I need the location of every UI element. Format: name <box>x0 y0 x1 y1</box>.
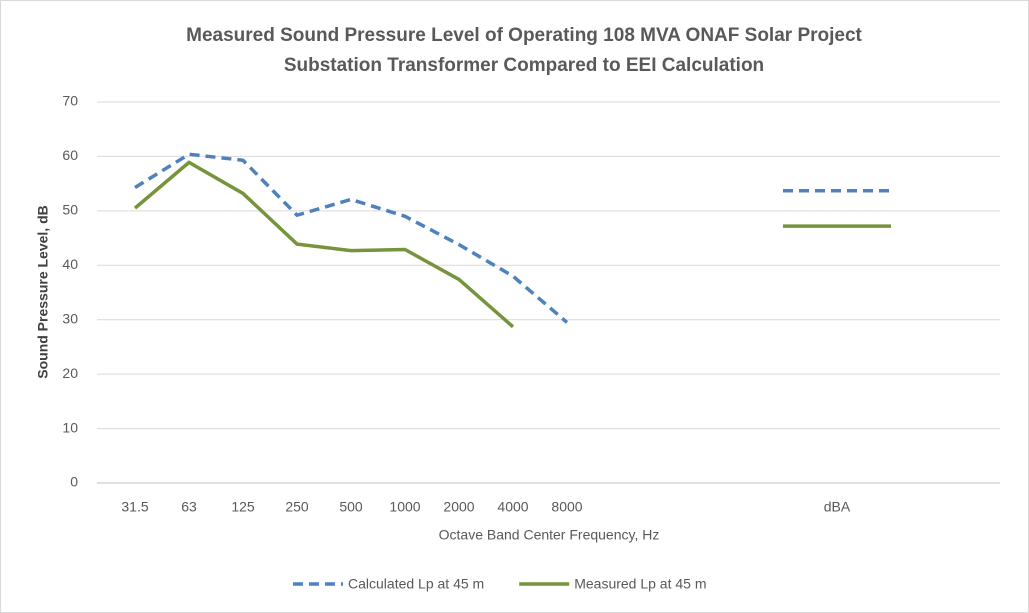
series-line <box>134 152 891 324</box>
y-tick-label: 50 <box>62 202 78 218</box>
series-line <box>133 160 891 329</box>
y-axis-label: Sound Pressure Level, dB <box>35 205 51 379</box>
legend-label: Calculated Lp at 45 m <box>348 576 484 592</box>
x-tick-label: 1000 <box>389 499 420 515</box>
y-tick-label: 40 <box>62 256 78 272</box>
x-tick-label: 63 <box>181 499 197 515</box>
y-tick-label: 30 <box>62 310 78 326</box>
x-tick-label: 250 <box>285 499 309 515</box>
x-axis-label: Octave Band Center Frequency, Hz <box>439 527 660 543</box>
x-tick-label: 31.5 <box>121 499 148 515</box>
x-tick-label: 2000 <box>443 499 474 515</box>
legend-label: Measured Lp at 45 m <box>574 576 706 592</box>
y-tick-label: 20 <box>62 365 78 381</box>
x-tick-label: 500 <box>339 499 363 515</box>
y-tick-label: 70 <box>62 93 78 109</box>
chart-title: Substation Transformer Compared to EEI C… <box>284 55 764 76</box>
y-tick-label: 0 <box>70 474 78 490</box>
x-tick-label: dBA <box>824 499 851 515</box>
x-tick-label: 125 <box>231 499 255 515</box>
y-tick-label: 10 <box>62 419 78 435</box>
x-tick-label: 4000 <box>497 499 528 515</box>
chart-title: Measured Sound Pressure Level of Operati… <box>186 25 862 46</box>
x-tick-label: 8000 <box>551 499 582 515</box>
y-tick-label: 60 <box>62 147 78 163</box>
